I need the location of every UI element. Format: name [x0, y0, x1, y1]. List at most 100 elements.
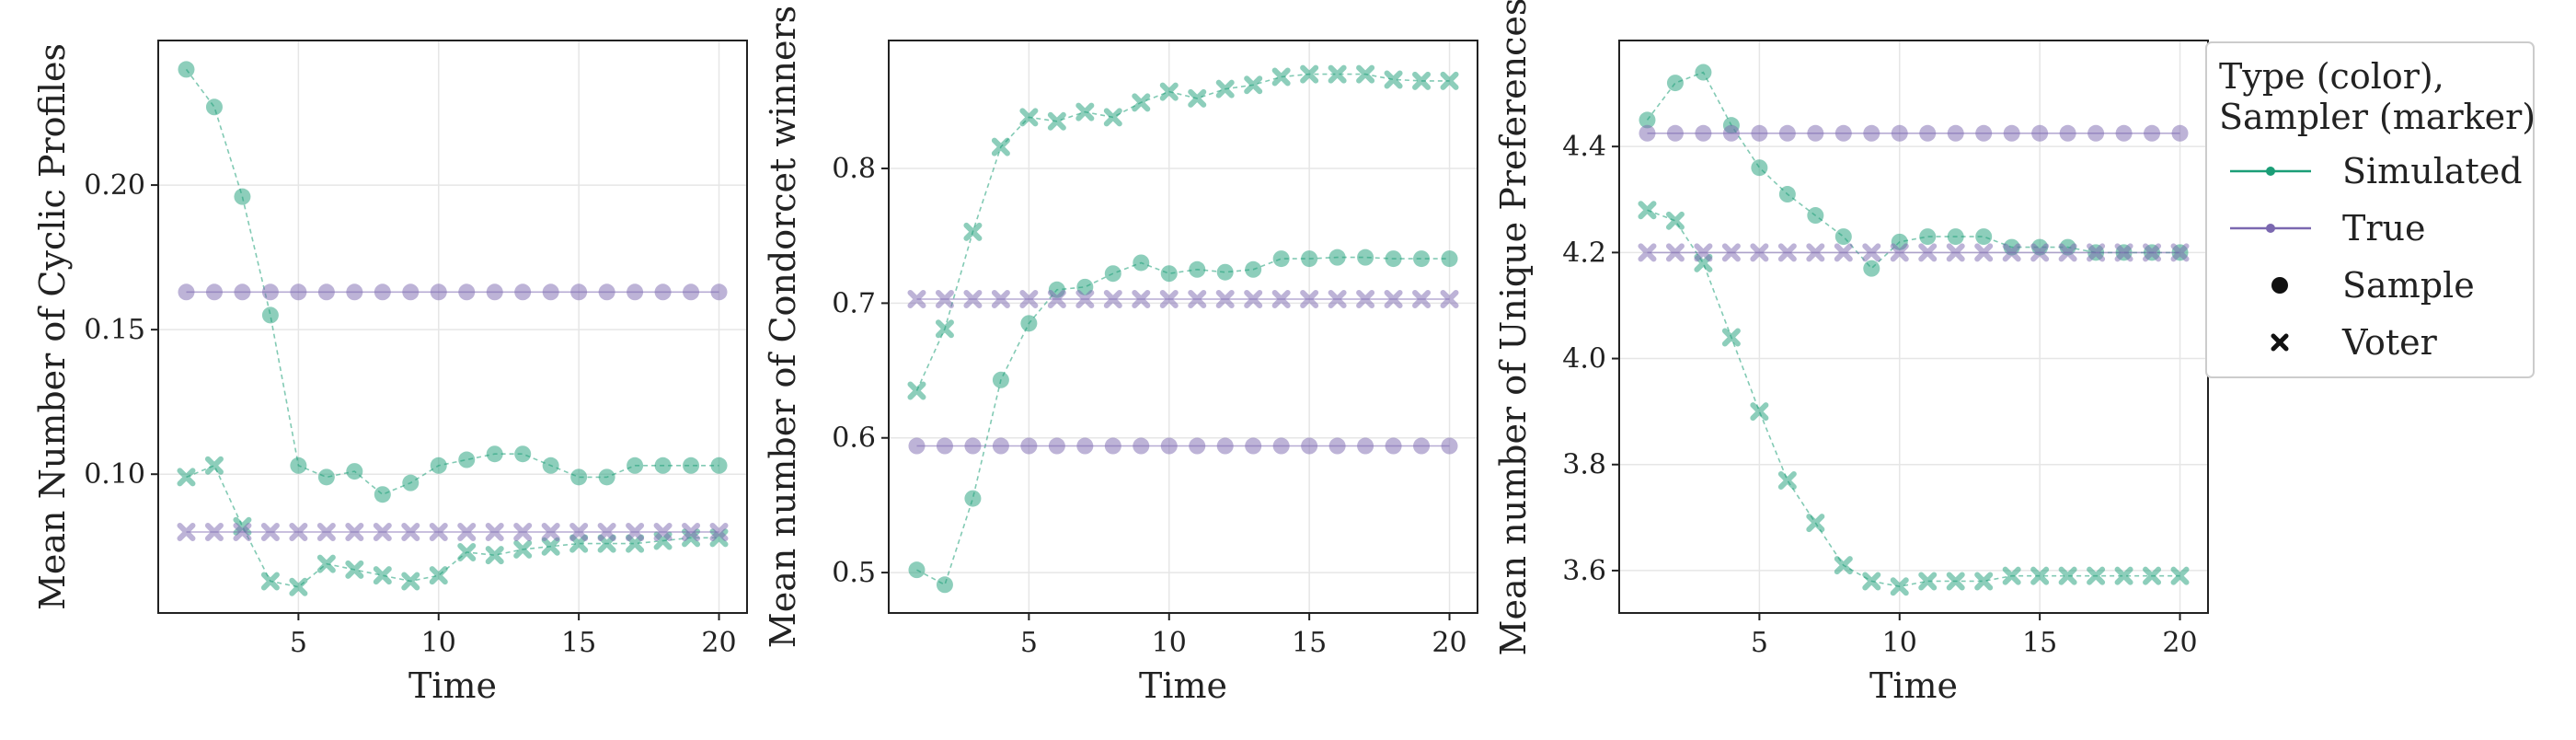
data-point	[963, 222, 983, 241]
x-axis-label: Time	[1869, 665, 1958, 706]
panel-3: 5 10 15 20 3.6 3.8 4.0 4.2 4.4 Time Mean number of…	[1493, 0, 2209, 706]
data-point	[1076, 437, 1094, 455]
data-point	[1160, 265, 1178, 283]
legend-title-line1: Type (color),	[2219, 56, 2444, 97]
data-point	[1694, 243, 1713, 262]
x-tick-label: 15	[2022, 627, 2057, 659]
data-point	[710, 457, 728, 474]
data-point	[542, 283, 559, 301]
y-axis-label: Mean Number of Cyclic Profiles	[32, 43, 73, 610]
data-point	[1721, 243, 1741, 262]
data-point	[346, 463, 363, 480]
series-simulated-sample	[908, 249, 1458, 594]
x-tick-label: 10	[1882, 627, 1917, 659]
data-point	[1751, 124, 1768, 142]
data-point	[1946, 243, 1965, 262]
data-point	[1245, 260, 1262, 278]
data-point	[1807, 124, 1824, 142]
data-point	[1384, 289, 1403, 308]
data-point	[2030, 243, 2050, 262]
data-point	[261, 306, 279, 324]
data-point	[178, 61, 195, 78]
data-point	[457, 523, 477, 542]
data-point	[1919, 124, 1937, 142]
data-point	[1132, 93, 1151, 112]
data-point	[1666, 124, 1684, 142]
data-point	[2115, 124, 2133, 142]
data-point	[1947, 228, 1964, 246]
data-point	[1357, 437, 1374, 455]
data-point	[316, 523, 336, 542]
data-point	[233, 523, 252, 542]
y-tick-label: 0.8	[832, 153, 876, 185]
data-point	[1806, 243, 1825, 262]
series-simulated-sample	[1639, 64, 2189, 277]
data-point	[935, 319, 954, 339]
series-line	[186, 464, 719, 588]
data-point	[1918, 572, 1938, 591]
y-tick-label: 0.6	[832, 422, 876, 455]
x-tick-label: 5	[1020, 627, 1038, 659]
data-point	[317, 283, 335, 301]
data-point	[205, 98, 223, 116]
data-point	[205, 283, 223, 301]
data-point	[542, 457, 559, 474]
data-point	[1834, 556, 1853, 575]
data-point	[1441, 437, 1458, 455]
legend-marker-circle	[2271, 277, 2288, 294]
data-point	[1301, 437, 1318, 455]
data-point	[2002, 566, 2021, 585]
legend-label-sample: Sample	[2342, 265, 2475, 306]
data-point	[1019, 289, 1039, 308]
data-point	[514, 445, 532, 463]
x-tick-label: 5	[290, 627, 307, 659]
data-point	[992, 371, 1009, 388]
series-line	[185, 68, 719, 496]
legend-label-true: True	[2342, 208, 2425, 249]
data-point	[654, 457, 672, 474]
data-point	[485, 546, 504, 565]
data-point	[260, 523, 280, 542]
data-point	[290, 283, 307, 301]
x-tick-label: 10	[421, 627, 456, 659]
panel-1: 5 10 15 20 0.10 0.15 0.20 Time Mean Number of Cy…	[32, 40, 748, 706]
data-point	[373, 523, 392, 542]
data-point	[1216, 263, 1234, 281]
legend-title-line2: Sampler (marker)	[2219, 97, 2536, 137]
data-point	[1160, 437, 1178, 455]
data-point	[1019, 108, 1039, 127]
x-axis-label: Time	[408, 665, 497, 706]
data-point	[1695, 124, 1712, 142]
legend-label-voter: Voter	[2341, 322, 2438, 363]
data-point	[1974, 243, 1994, 262]
data-point	[261, 283, 279, 301]
data-point	[1047, 111, 1066, 131]
data-point	[458, 451, 476, 468]
axes-frame	[157, 40, 748, 614]
data-point	[2059, 124, 2076, 142]
data-point	[570, 468, 588, 486]
data-point	[1665, 211, 1685, 230]
legend-entry-true: True	[2230, 208, 2425, 249]
legend-dot-true	[2266, 224, 2275, 233]
data-point	[260, 572, 280, 591]
data-point	[345, 523, 364, 542]
data-point	[1862, 243, 1881, 262]
data-point	[626, 523, 645, 542]
x-tick-label: 20	[701, 627, 736, 659]
data-point	[1356, 289, 1375, 308]
data-point	[234, 283, 251, 301]
data-point	[597, 523, 616, 542]
data-point	[1975, 228, 1993, 246]
x-tick-label: 10	[1152, 627, 1187, 659]
data-point	[458, 283, 476, 301]
data-point	[513, 523, 533, 542]
data-point	[1075, 289, 1095, 308]
y-tick-label: 4.2	[1562, 237, 1606, 269]
data-point	[1244, 289, 1263, 308]
y-tick-label: 0.15	[84, 314, 145, 346]
x-tick-label: 15	[561, 627, 596, 659]
data-point	[2087, 566, 2106, 585]
y-tick-label: 0.7	[832, 287, 876, 319]
data-point	[2143, 243, 2162, 262]
